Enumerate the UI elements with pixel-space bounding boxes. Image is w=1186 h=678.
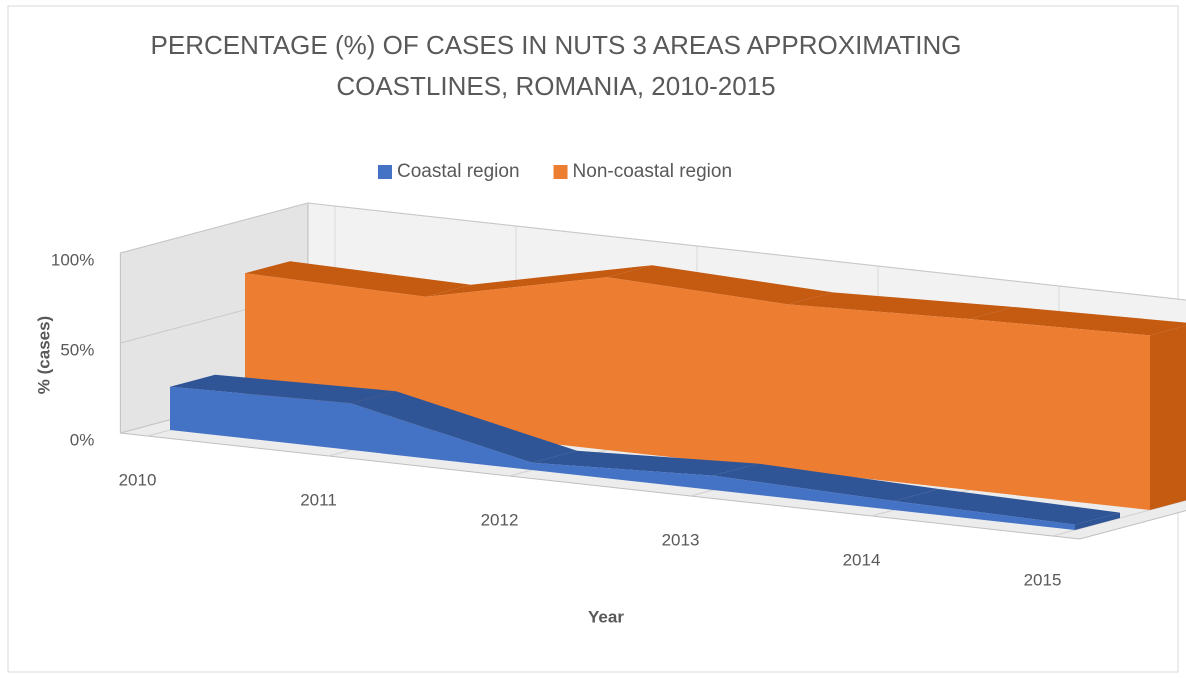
area-top xyxy=(532,450,758,476)
area-top xyxy=(426,265,652,297)
x-tick-label: 2010 xyxy=(119,470,157,489)
area-side xyxy=(1075,512,1120,530)
y-tick-label: 50% xyxy=(60,340,94,359)
area-top xyxy=(245,261,471,297)
area-top xyxy=(170,374,396,404)
area-top xyxy=(713,463,939,501)
x-tick-label: 2014 xyxy=(843,550,881,569)
area xyxy=(170,386,1075,530)
y-tick-label: 100% xyxy=(51,250,94,269)
x-tick-label: 2015 xyxy=(1024,570,1062,589)
x-axis-title: Year xyxy=(588,607,624,626)
legend-swatch xyxy=(553,165,568,179)
legend-label: Non-coastal region xyxy=(573,161,732,182)
y-tick-label: 0% xyxy=(70,430,95,449)
chart-title: COASTLINES, ROMANIA, 2010-2015 xyxy=(336,71,775,101)
chart-title: PERCENTAGE (%) OF CASES IN NUTS 3 AREAS … xyxy=(151,30,962,60)
area-top xyxy=(607,265,833,305)
legend-swatch xyxy=(378,165,392,179)
area-top xyxy=(969,307,1186,336)
x-tick-label: 2012 xyxy=(481,510,519,529)
area xyxy=(245,273,1150,510)
area-top xyxy=(788,292,1014,319)
x-tick-label: 2011 xyxy=(300,490,337,509)
area-top xyxy=(351,391,577,463)
grid-line xyxy=(120,202,1186,301)
area-side xyxy=(1150,325,1186,510)
y-axis-title: % (cases) xyxy=(34,316,53,394)
legend-label: Coastal region xyxy=(397,161,520,182)
x-tick-label: 2013 xyxy=(662,530,700,549)
area-top xyxy=(894,489,1120,525)
floor-grid xyxy=(1052,499,1186,537)
